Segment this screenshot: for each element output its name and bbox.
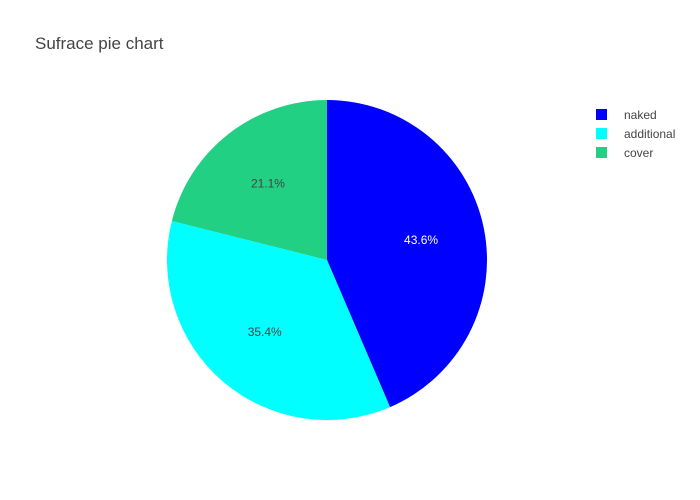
pie-slice-naked[interactable]	[327, 100, 488, 408]
legend-label: naked	[624, 107, 657, 122]
slice-label-naked: 43.6%	[404, 233, 438, 247]
legend-item-additional[interactable]: additional	[596, 124, 675, 143]
slice-label-cover: 21.1%	[251, 176, 285, 190]
legend-swatch	[596, 109, 607, 120]
legend[interactable]: naked additional cover	[596, 105, 675, 162]
legend-label: additional	[624, 126, 676, 141]
pie-slice-labels: 43.6% 35.4% 21.1%	[248, 176, 439, 339]
pie-slice-cover[interactable]	[171, 100, 327, 260]
legend-swatch	[596, 147, 607, 158]
slice-label-additional: 35.4%	[248, 325, 282, 339]
pie-slice-additional[interactable]	[166, 220, 391, 421]
legend-item-naked[interactable]: naked	[596, 105, 675, 124]
legend-swatch	[596, 128, 607, 139]
legend-label: cover	[624, 145, 654, 160]
legend-item-cover[interactable]: cover	[596, 143, 675, 162]
pie-slices	[166, 100, 488, 421]
chart-title: Sufrace pie chart	[35, 34, 164, 53]
